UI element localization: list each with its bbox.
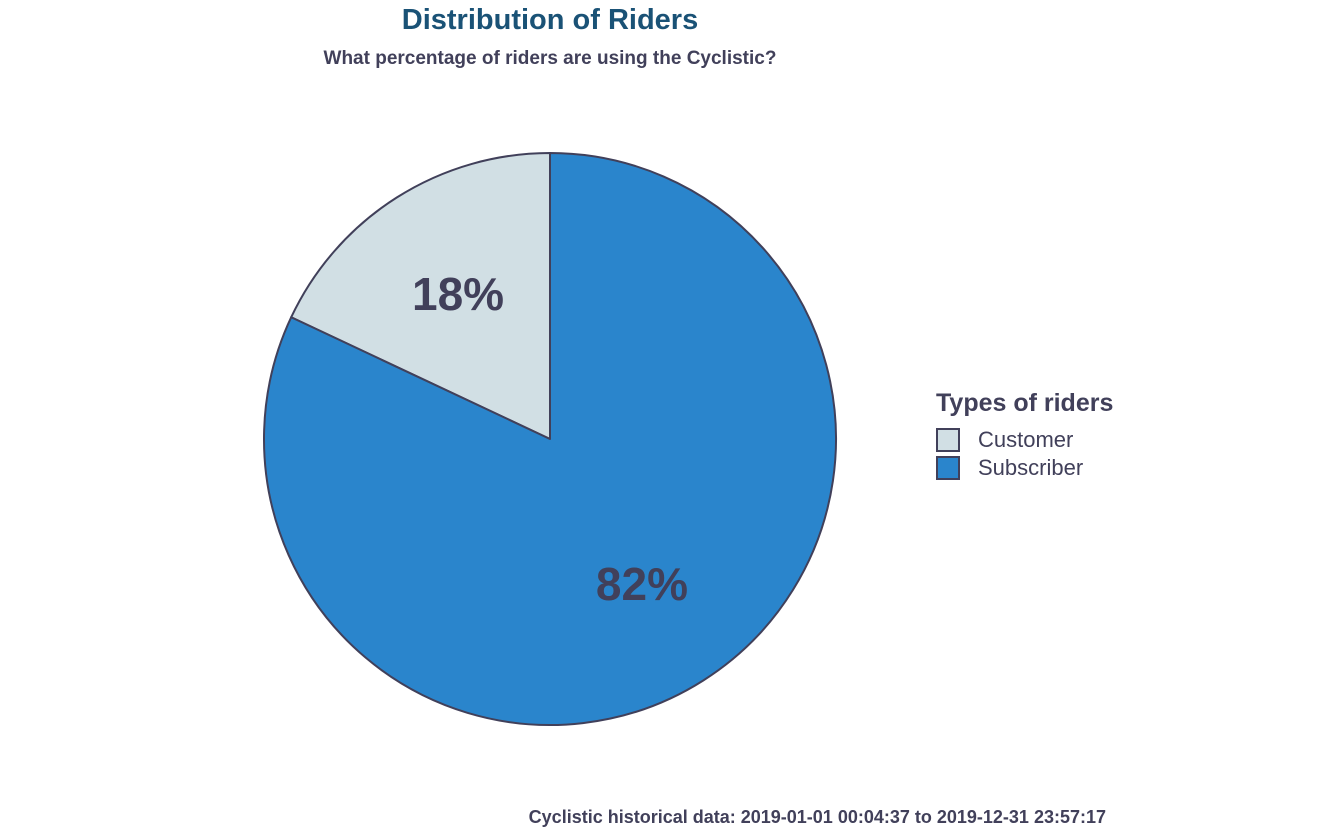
chart-title: Distribution of Riders: [401, 4, 699, 36]
legend-label-customer: Customer: [978, 427, 1074, 452]
pie-slice-customer: [290, 152, 551, 440]
legend-item-customer: Customer: [936, 426, 1113, 454]
legend-swatch-customer: [936, 428, 960, 452]
chart-caption: Cyclistic historical data: 2019-01-01 00…: [528, 807, 1106, 827]
slice-label-customer: 18%: [412, 268, 504, 320]
slice-label-subscriber: 82%: [596, 558, 688, 610]
legend-swatch-subscriber: [936, 456, 960, 480]
legend-title: Types of riders: [936, 389, 1114, 417]
pie-slice-subscriber: [263, 152, 837, 726]
legend: Types of riders Customer Subscriber: [936, 389, 1113, 482]
legend-item-subscriber: Subscriber: [936, 454, 1113, 482]
chart-subtitle: What percentage of riders are using the …: [323, 48, 777, 69]
legend-label-subscriber: Subscriber: [978, 455, 1084, 480]
